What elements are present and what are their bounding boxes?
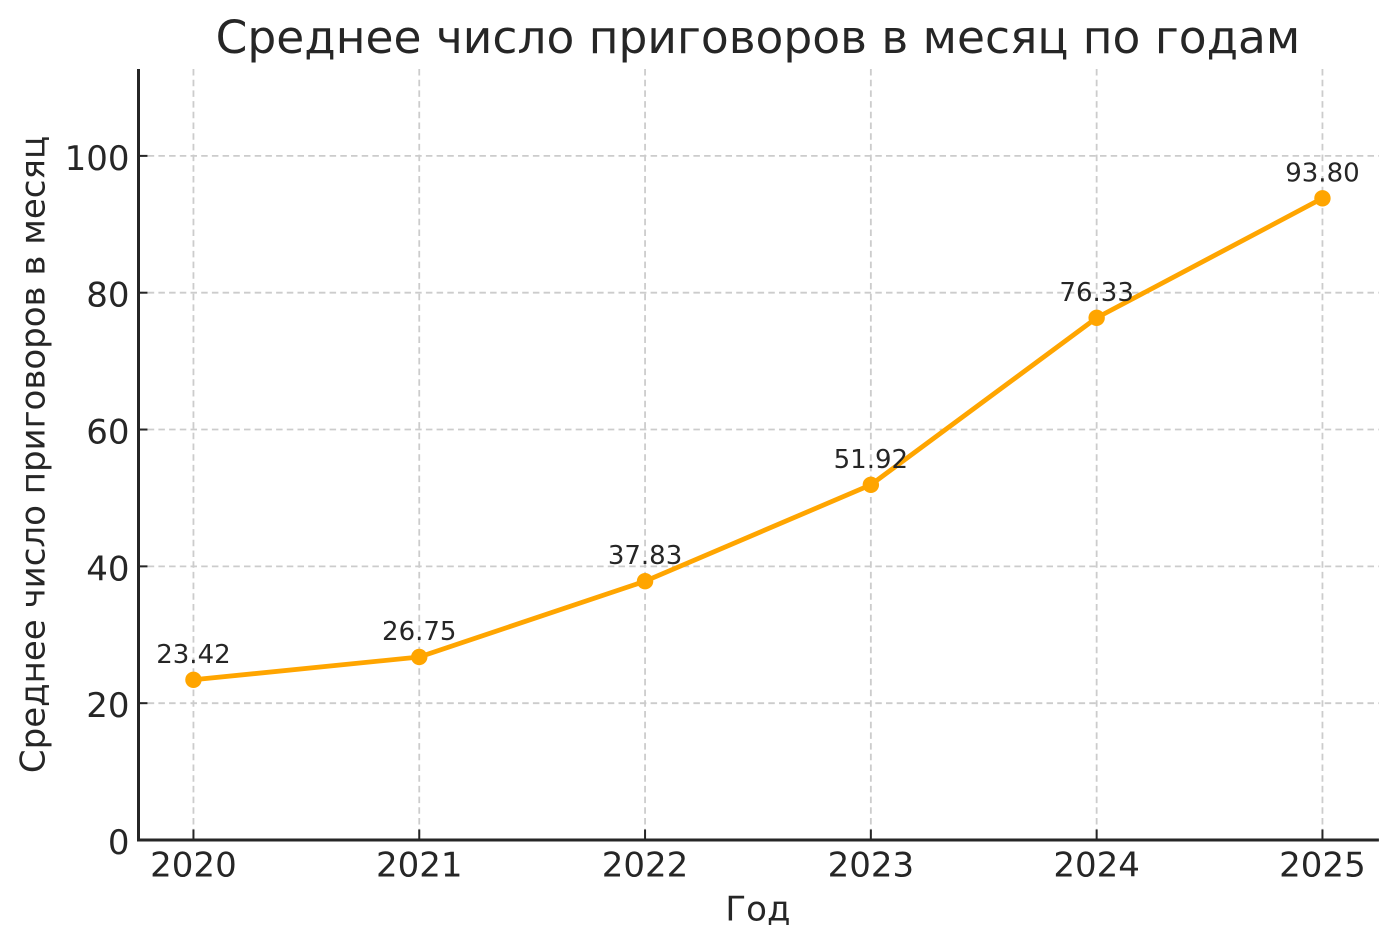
x-tick-label: 2024 — [1053, 846, 1140, 886]
x-tick-label: 2020 — [150, 846, 237, 886]
x-tick-label: 2021 — [376, 846, 463, 886]
data-point-label: 93.80 — [1285, 158, 1359, 188]
y-tick-label: 0 — [108, 823, 130, 863]
data-point-label: 23.42 — [156, 640, 230, 670]
data-point-marker — [185, 671, 202, 688]
series-line — [191, 195, 1325, 683]
data-point-label: 76.33 — [1059, 278, 1133, 308]
data-point-label: 37.83 — [608, 541, 682, 571]
data-point-marker — [1314, 190, 1331, 207]
axes-spines — [137, 69, 1379, 842]
y-tick-label: 60 — [86, 413, 129, 453]
data-point-marker — [1088, 309, 1105, 327]
x-axis-label: Год — [725, 890, 790, 930]
data-point-marker — [636, 573, 654, 590]
x-tick-label: 2022 — [602, 846, 689, 886]
y-tick-label: 100 — [65, 139, 130, 179]
chart-title: Среднее число приговоров в месяц по года… — [216, 11, 1301, 64]
y-axis-label: Среднее число приговоров в месяц — [14, 136, 54, 773]
y-tick-labels: 0 20 40 60 80 100 — [65, 139, 130, 863]
y-tick-label: 80 — [86, 276, 129, 316]
data-point-label: 51.92 — [834, 445, 908, 475]
data-point-marker — [411, 648, 428, 666]
point-labels: 23.42 26.75 37.83 51.92 76.33 93.80 — [156, 158, 1359, 669]
axes-ticks — [138, 154, 1324, 841]
x-tick-label: 2025 — [1279, 846, 1366, 886]
data-point-marker — [862, 476, 880, 494]
series-markers — [185, 190, 1331, 688]
x-tick-labels: 2020 2021 2022 2023 2024 2025 — [150, 846, 1366, 886]
y-tick-label: 20 — [86, 686, 129, 726]
y-tick-label: 40 — [86, 549, 129, 589]
data-point-label: 26.75 — [382, 617, 456, 647]
x-tick-label: 2023 — [828, 846, 915, 886]
